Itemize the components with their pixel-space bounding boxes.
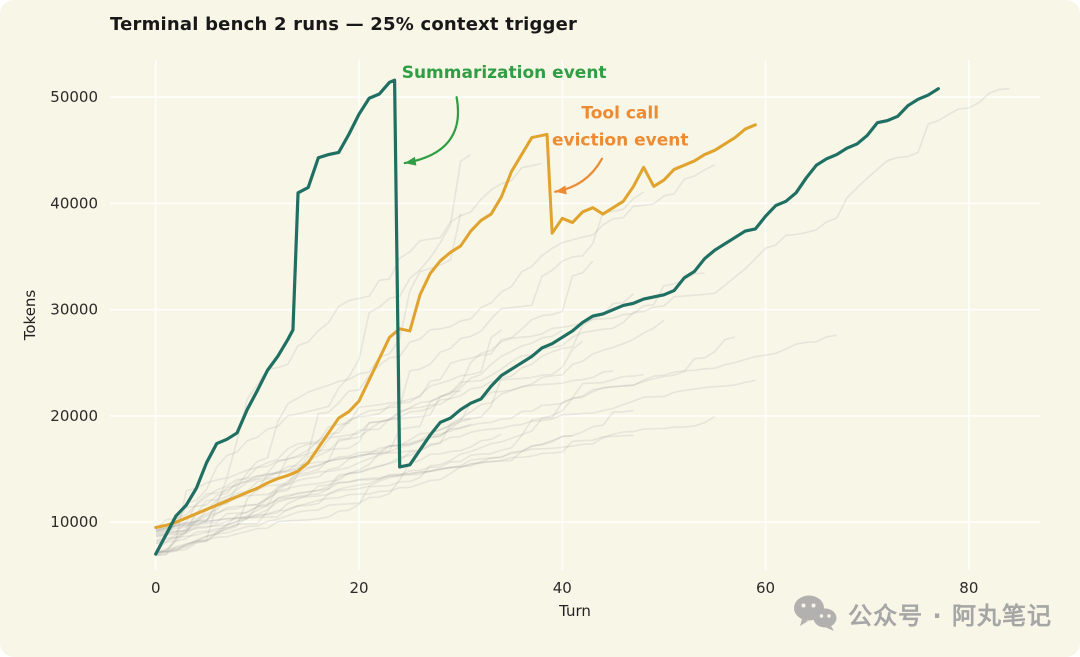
tool-call-eviction-label: Tool call eviction event <box>552 103 689 195</box>
y-axis-label: Tokens <box>21 289 39 341</box>
summarization-event-label: Summarization event <box>402 63 607 166</box>
svg-text:50000: 50000 <box>50 88 98 106</box>
wechat-icon <box>794 595 837 631</box>
svg-text:30000: 30000 <box>50 301 98 319</box>
svg-text:0: 0 <box>151 579 161 597</box>
watermark-text: 公众号 · 阿丸笔记 <box>848 601 1052 630</box>
svg-text:40: 40 <box>553 579 572 597</box>
svg-text:60: 60 <box>756 579 775 597</box>
watermark: 公众号 · 阿丸笔记 <box>792 593 1052 633</box>
svg-text:40000: 40000 <box>50 194 98 212</box>
svg-text:80: 80 <box>959 579 978 597</box>
series-summarization-run <box>154 78 940 556</box>
svg-text:20000: 20000 <box>50 407 98 425</box>
series-tool-call-eviction-run <box>154 123 757 529</box>
gridlines <box>110 60 1040 570</box>
tick-labels: 0 20 40 60 80 10000 20000 30000 40000 50000 <box>50 88 978 597</box>
svg-text:20: 20 <box>349 579 368 597</box>
chart-title: Terminal bench 2 runs — 25% context trig… <box>110 14 578 35</box>
x-axis-label: Turn <box>559 602 591 620</box>
svg-text:Summarization event: Summarization event <box>402 63 607 83</box>
summarization-event-label-arrow <box>403 96 460 165</box>
svg-text:10000: 10000 <box>50 513 98 531</box>
